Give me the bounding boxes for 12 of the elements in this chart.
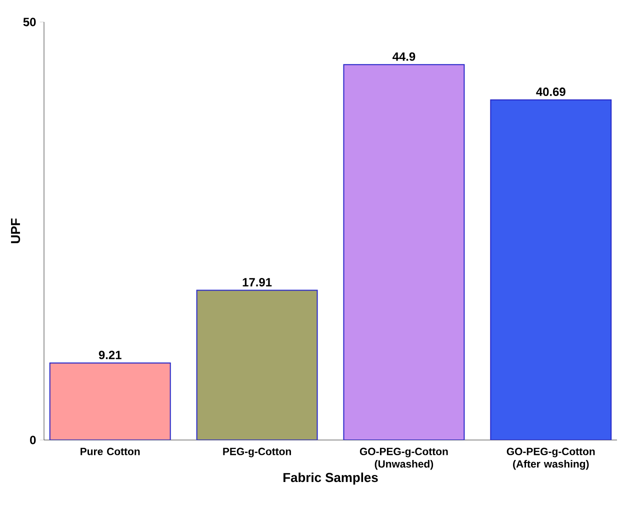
- y-tick-label: 0: [30, 436, 36, 444]
- data-label: 40.69: [536, 88, 566, 96]
- x-tick-label: GO-PEG-g-Cotton (Unwashed): [360, 448, 448, 470]
- data-label: 44.9: [392, 52, 416, 61]
- data-label: 17.91: [242, 278, 272, 286]
- x-axis-title: Fabric Samples: [283, 472, 378, 485]
- y-axis-title: UPF: [11, 218, 20, 244]
- y-tick-label: 50: [23, 18, 36, 26]
- data-label: 9.21: [98, 350, 122, 360]
- x-tick-label: GO-PEG-g-Cotton (After washing): [506, 448, 595, 470]
- x-tick-label: PEG-g-Cotton: [223, 448, 291, 458]
- x-tick-label: Pure Cotton: [80, 448, 140, 456]
